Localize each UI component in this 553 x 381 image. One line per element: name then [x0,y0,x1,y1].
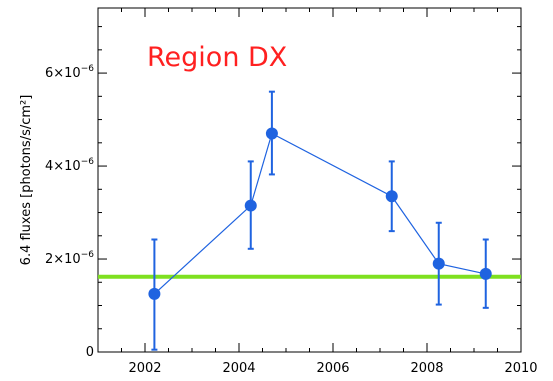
ticks-layer [97,8,522,353]
x-tick-label: 2004 [222,361,255,376]
x-tick-label: 2002 [128,361,161,376]
x-tick-label: 2006 [316,361,349,376]
y-axis-label: 6.4 fluxes [photons/s/cm²] [19,95,34,266]
data-point [244,199,257,212]
tick-labels-layer: 2002 2004 2006 2008 2010 0 2×10−6 4×10−6 6×10−6 [45,64,538,376]
y-tick-label: 0 [86,345,94,360]
series-line [153,132,486,295]
x-tick-label: 2008 [410,361,443,376]
data-point [432,257,445,270]
series-layer [148,90,492,351]
region-annotation: Region DX [147,42,287,73]
data-point [479,267,492,280]
y-tick-label: 2×10−6 [45,250,94,267]
data-point [148,287,161,300]
x-tick-label: 2010 [504,361,537,376]
data-point [265,127,278,140]
y-tick-label: 6×10−6 [45,64,94,81]
data-point [385,190,398,203]
y-tick-label: 4×10−6 [45,157,94,174]
